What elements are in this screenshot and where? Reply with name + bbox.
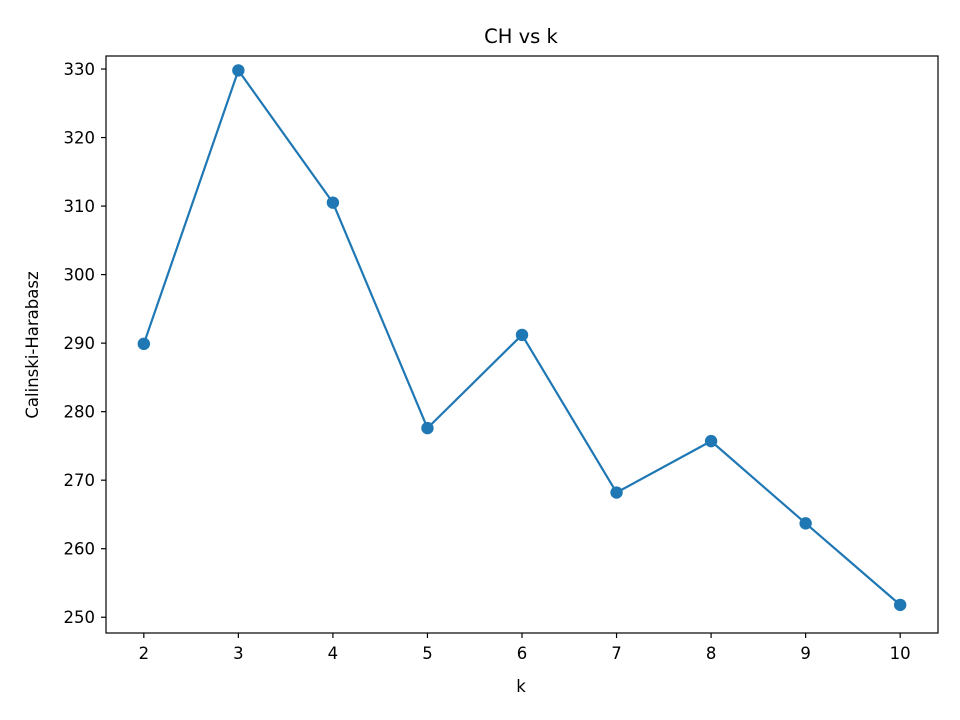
data-point — [610, 486, 623, 499]
x-axis-title: k — [516, 677, 526, 696]
x-tick-label: 5 — [422, 644, 433, 663]
y-tick-label: 260 — [64, 540, 96, 559]
axes-frame — [105, 55, 939, 634]
y-tick-label: 330 — [64, 60, 96, 79]
x-tick-label: 3 — [233, 644, 244, 663]
x-tick-label: 4 — [328, 644, 339, 663]
data-point — [799, 517, 812, 530]
y-tick-label: 280 — [64, 403, 96, 422]
x-tick-label: 8 — [706, 644, 717, 663]
x-tick-label: 2 — [139, 644, 150, 663]
y-tick-label: 310 — [64, 197, 96, 216]
x-tick-label: 9 — [800, 644, 811, 663]
data-point — [893, 598, 907, 612]
data-point — [704, 434, 718, 448]
data-point — [515, 328, 529, 342]
data-point — [232, 64, 245, 77]
y-tick-label: 290 — [64, 334, 96, 353]
data-point — [326, 196, 340, 209]
x-tick-label: 10 — [890, 644, 911, 663]
data-point — [421, 421, 434, 435]
x-tick-label: 7 — [611, 644, 622, 663]
y-axis-title: Calinski-Harabasz — [23, 271, 42, 418]
x-tick-label: 6 — [517, 644, 528, 663]
y-tick-label: 300 — [64, 266, 96, 285]
y-tick-label: 250 — [64, 608, 96, 627]
y-tick-label: 270 — [64, 471, 96, 490]
data-point — [137, 337, 151, 351]
chart-title: CH vs k — [484, 25, 558, 48]
y-tick-label: 320 — [64, 129, 96, 148]
plot-area: 2 3 4 5 6 7 8 9 10 250 260 270 280 290 300 310 320 330 — [64, 55, 939, 663]
